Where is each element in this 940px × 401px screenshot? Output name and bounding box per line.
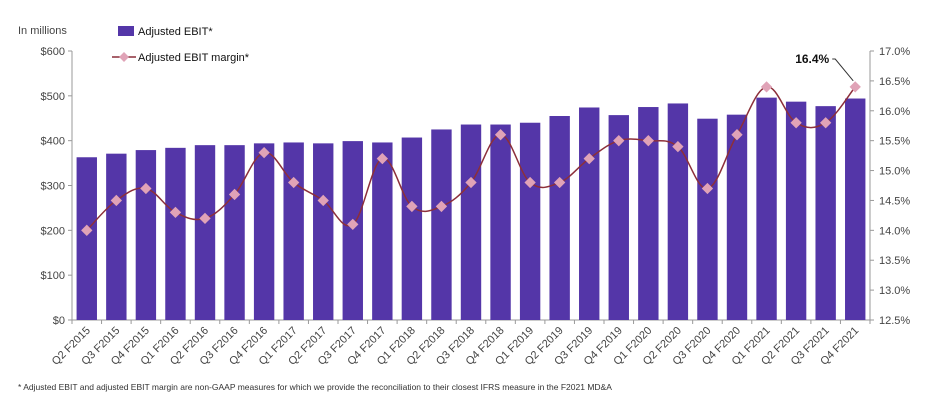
left-axis-tick-label: $400 bbox=[41, 136, 65, 148]
margin-marker bbox=[169, 206, 182, 219]
bar-adjusted-ebit bbox=[313, 143, 334, 320]
left-axis-tick-label: $500 bbox=[41, 91, 65, 103]
line-series-adjusted-ebit-margin bbox=[81, 81, 861, 236]
bar-adjusted-ebit bbox=[283, 142, 304, 320]
bar-adjusted-ebit bbox=[756, 97, 777, 320]
bar-adjusted-ebit bbox=[253, 143, 275, 320]
margin-marker bbox=[494, 129, 507, 141]
bar-adjusted-ebit bbox=[697, 118, 718, 320]
right-axis-tick-label: 17.0% bbox=[879, 46, 910, 58]
bar-adjusted-ebit bbox=[815, 106, 836, 321]
footnote: * Adjusted EBIT and adjusted EBIT margin… bbox=[18, 382, 612, 392]
bar-adjusted-ebit bbox=[460, 124, 482, 320]
left-axis-tick-label: $200 bbox=[41, 225, 65, 237]
bar-adjusted-ebit bbox=[106, 153, 127, 320]
bar-adjusted-ebit bbox=[194, 145, 216, 320]
bar-adjusted-ebit bbox=[726, 114, 748, 320]
annotation-label: 16.4% bbox=[795, 52, 829, 66]
legend-swatch-adjusted-ebit bbox=[118, 26, 134, 36]
margin-marker bbox=[672, 140, 684, 153]
margin-marker bbox=[435, 200, 448, 213]
right-y-axis: 12.5% 13.0% 13.5% 14.0% 14.5% 15.0% 15.5% 16.0%… bbox=[869, 46, 910, 327]
margin-marker bbox=[642, 135, 654, 147]
bar-adjusted-ebit bbox=[549, 116, 570, 320]
bar-adjusted-ebit bbox=[224, 145, 245, 320]
chart-annotations: 16.4% bbox=[795, 52, 854, 82]
bar-adjusted-ebit bbox=[431, 129, 452, 320]
left-axis-tick-label: $0 bbox=[53, 315, 65, 327]
bar-adjusted-ebit bbox=[372, 142, 393, 320]
margin-marker bbox=[376, 152, 388, 165]
margin-marker bbox=[465, 176, 477, 189]
bar-adjusted-ebit bbox=[490, 124, 511, 320]
left-axis-tick-label: $300 bbox=[41, 181, 65, 193]
bar-adjusted-ebit bbox=[579, 107, 600, 321]
bar-adjusted-ebit bbox=[785, 101, 807, 320]
bar-adjusted-ebit bbox=[76, 157, 97, 320]
margin-marker bbox=[347, 218, 359, 231]
chart-canvas: In millions Adjusted EBIT* Adjusted EBIT… bbox=[18, 25, 910, 368]
bar-adjusted-ebit bbox=[608, 115, 629, 320]
margin-marker bbox=[317, 194, 329, 207]
margin-marker bbox=[731, 129, 743, 141]
annotation-leader-line bbox=[832, 58, 854, 82]
left-y-axis: $0 $100 $200 $300 $400 $500 $600 bbox=[41, 46, 73, 327]
bar-adjusted-ebit bbox=[519, 122, 541, 320]
margin-marker bbox=[199, 212, 211, 225]
right-axis-tick-label: 16.5% bbox=[879, 76, 910, 88]
bar-adjusted-ebit bbox=[667, 103, 689, 320]
bar-adjusted-ebit bbox=[638, 107, 659, 321]
margin-marker bbox=[613, 135, 625, 147]
right-axis-tick-label: 15.0% bbox=[879, 166, 910, 178]
margin-marker bbox=[140, 182, 152, 195]
right-axis-tick-label: 13.5% bbox=[879, 255, 910, 267]
right-axis-tick-label: 13.0% bbox=[879, 285, 910, 297]
right-axis-tick-label: 14.0% bbox=[879, 225, 910, 237]
bar-adjusted-ebit bbox=[342, 141, 363, 320]
margin-marker bbox=[701, 182, 714, 195]
margin-marker bbox=[849, 81, 861, 93]
margin-marker bbox=[554, 176, 566, 189]
right-axis-tick-label: 15.5% bbox=[879, 136, 910, 148]
legend: Adjusted EBIT* Adjusted EBIT margin* bbox=[112, 26, 250, 64]
bar-adjusted-ebit bbox=[165, 147, 186, 320]
margin-marker bbox=[288, 176, 300, 189]
right-axis-tick-label: 16.0% bbox=[879, 106, 910, 118]
legend-label-adjusted-ebit: Adjusted EBIT* bbox=[138, 26, 213, 38]
units-label: In millions bbox=[18, 25, 67, 37]
left-axis-tick-label: $600 bbox=[41, 46, 65, 58]
bar-adjusted-ebit bbox=[845, 98, 866, 320]
bar-adjusted-ebit bbox=[401, 137, 423, 320]
legend-label-adjusted-ebit-margin: Adjusted EBIT margin* bbox=[138, 52, 250, 64]
bar-adjusted-ebit bbox=[135, 150, 157, 320]
legend-marker-adjusted-ebit-margin bbox=[119, 52, 129, 62]
margin-marker bbox=[228, 188, 241, 201]
margin-marker bbox=[583, 152, 595, 165]
margin-marker bbox=[524, 176, 536, 189]
margin-marker bbox=[406, 200, 418, 213]
margin-marker bbox=[258, 146, 270, 159]
right-axis-tick-label: 14.5% bbox=[879, 195, 910, 207]
margin-marker bbox=[760, 81, 773, 93]
bar-series-adjusted-ebit bbox=[76, 97, 866, 321]
left-axis-tick-label: $100 bbox=[41, 270, 65, 282]
right-axis-tick-label: 12.5% bbox=[879, 315, 910, 327]
